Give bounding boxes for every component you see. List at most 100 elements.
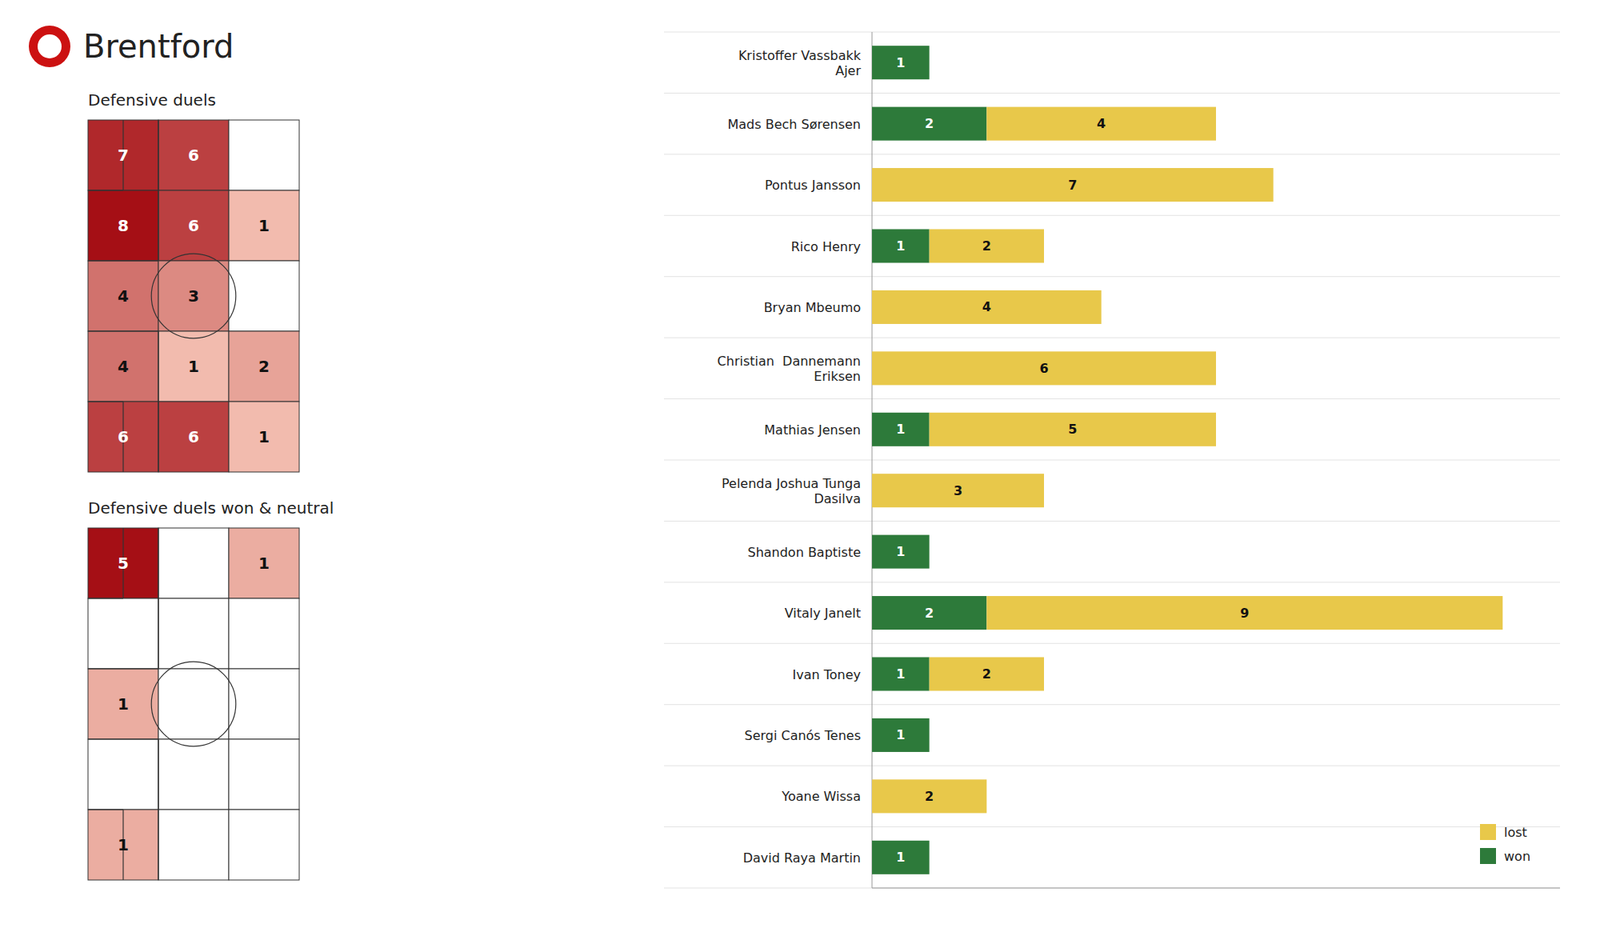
heatmap-cell — [228, 528, 300, 599]
bar — [872, 107, 987, 141]
y-tick-label: Yoane Wissa — [780, 788, 861, 804]
heatmap-cell — [228, 668, 300, 740]
pitch-line — [88, 330, 159, 332]
y-tick-label: Kristoffer VassbakkAjer — [738, 47, 862, 78]
heatmap-label: 1 — [117, 835, 129, 855]
bar — [986, 107, 1216, 141]
heatmap-label: 7 — [117, 145, 129, 165]
y-tick-label: Pelenda Joshua TungaDasilva — [721, 475, 861, 506]
row-separator — [664, 765, 1560, 767]
bar — [872, 168, 1274, 202]
heatmap-label: 5 — [117, 553, 129, 573]
row-separator — [664, 276, 1560, 277]
bar-label: 1 — [896, 544, 905, 560]
pitch-line — [157, 120, 159, 261]
bar — [872, 718, 930, 752]
row-separator — [664, 215, 1560, 216]
badge-outer — [28, 25, 71, 68]
heatmap-label: 1 — [258, 427, 270, 447]
page-title: Brentford — [83, 28, 234, 65]
y-tick-label-line: Mads Bech Sørensen — [727, 116, 861, 132]
bar-labels: 1211121114724653922 — [896, 55, 1249, 866]
x-axis-line — [872, 888, 1560, 889]
heatmap-cell — [158, 190, 229, 261]
bar — [872, 351, 1216, 385]
y-tick-label: Ivan Toney — [792, 666, 861, 682]
heatmap: Defensive duels won & neutral5111 — [88, 498, 334, 880]
heatmap-cell — [158, 598, 229, 669]
heatmap-cell — [88, 739, 159, 810]
y-tick-label-line: Christian Dannemann — [717, 352, 861, 368]
y-tick-label: Rico Henry — [791, 238, 861, 254]
bar — [872, 45, 930, 80]
row-separator — [664, 888, 1560, 889]
pitch-circle — [151, 661, 236, 747]
bar-label: 6 — [1039, 360, 1048, 376]
row-separator — [664, 92, 1560, 94]
heatmap-cell — [228, 190, 300, 261]
y-tick-label: Christian DannemannEriksen — [717, 352, 861, 384]
y-axis-line — [872, 32, 873, 888]
bar-label: 1 — [896, 849, 905, 865]
y-tick-label-line: David Raya Martin — [743, 849, 861, 865]
legend-label: won — [1504, 848, 1531, 864]
y-tick-label-line: Rico Henry — [791, 238, 861, 254]
pitch-line — [88, 597, 124, 599]
heatmap-cell — [88, 260, 159, 332]
heatmap: Defensive duels7686143412661 — [88, 90, 300, 472]
heatmap-cell — [88, 598, 159, 669]
bar-label: 5 — [1068, 421, 1077, 437]
y-tick-label-line: Pelenda Joshua Tunga — [721, 475, 861, 491]
heatmap-cell — [88, 668, 159, 740]
y-tick-label: Pontus Jansson — [764, 177, 861, 193]
y-tick-label: Shandon Baptiste — [747, 544, 861, 560]
bar — [929, 656, 1044, 691]
heatmap-cell — [88, 331, 159, 402]
heatmap-cell — [88, 528, 159, 599]
chart-root: Brentford Kristoffer VassbakkAjer Mads Bec… — [0, 0, 1600, 940]
row-separator — [664, 826, 1560, 828]
bar-label: 1 — [896, 666, 905, 682]
heatmap-cell — [228, 598, 300, 669]
bar-label: 4 — [1096, 116, 1106, 132]
pitch-line — [88, 189, 124, 191]
heatmap-cell — [88, 190, 159, 261]
bar — [872, 656, 930, 691]
pitch-line — [157, 331, 159, 472]
heatmap-title: Defensive duels won & neutral — [88, 498, 334, 518]
bar-chart: Kristoffer VassbakkAjer Mads Bech Sørense… — [664, 32, 1560, 888]
heatmap-cell — [228, 739, 300, 810]
heatmap-cell — [88, 809, 159, 880]
heatmap-cell — [228, 401, 300, 472]
bar-label: 4 — [982, 299, 992, 315]
badge-inner — [37, 34, 62, 59]
row-separator — [664, 704, 1560, 705]
bar — [929, 412, 1216, 447]
y-tick-label-line: Ajer — [835, 62, 861, 78]
bar — [872, 535, 930, 569]
heatmap-label: 6 — [188, 216, 200, 236]
bar — [872, 290, 1102, 324]
row-separator — [664, 32, 1560, 33]
bar — [872, 412, 930, 447]
y-tick-label-line: Pontus Jansson — [764, 177, 861, 193]
page-title-group: Brentford — [28, 25, 234, 68]
heatmap-cell — [88, 120, 159, 191]
y-tick-label: David Raya Martin — [743, 849, 861, 865]
y-tick-label: Mads Bech Sørensen — [727, 116, 861, 132]
row-separator — [664, 520, 1560, 522]
y-tick-label-line: Mathias Jensen — [764, 421, 861, 437]
legend-swatch — [1480, 848, 1496, 864]
y-tick-label-line: Ivan Toney — [792, 666, 861, 682]
background — [0, 0, 1600, 940]
y-tick-label-line: Yoane Wissa — [780, 788, 861, 804]
bar-label: 1 — [896, 238, 905, 254]
bar-label: 2 — [924, 605, 934, 621]
bar-label: 1 — [896, 421, 905, 437]
heatmap-label: 6 — [188, 427, 200, 447]
y-tick-label: Bryan Mbeumo — [764, 299, 861, 315]
heatmap-cell — [228, 809, 300, 880]
pitch-line — [157, 739, 159, 880]
heatmap-cell — [88, 401, 159, 472]
heatmap-cell — [158, 739, 229, 810]
